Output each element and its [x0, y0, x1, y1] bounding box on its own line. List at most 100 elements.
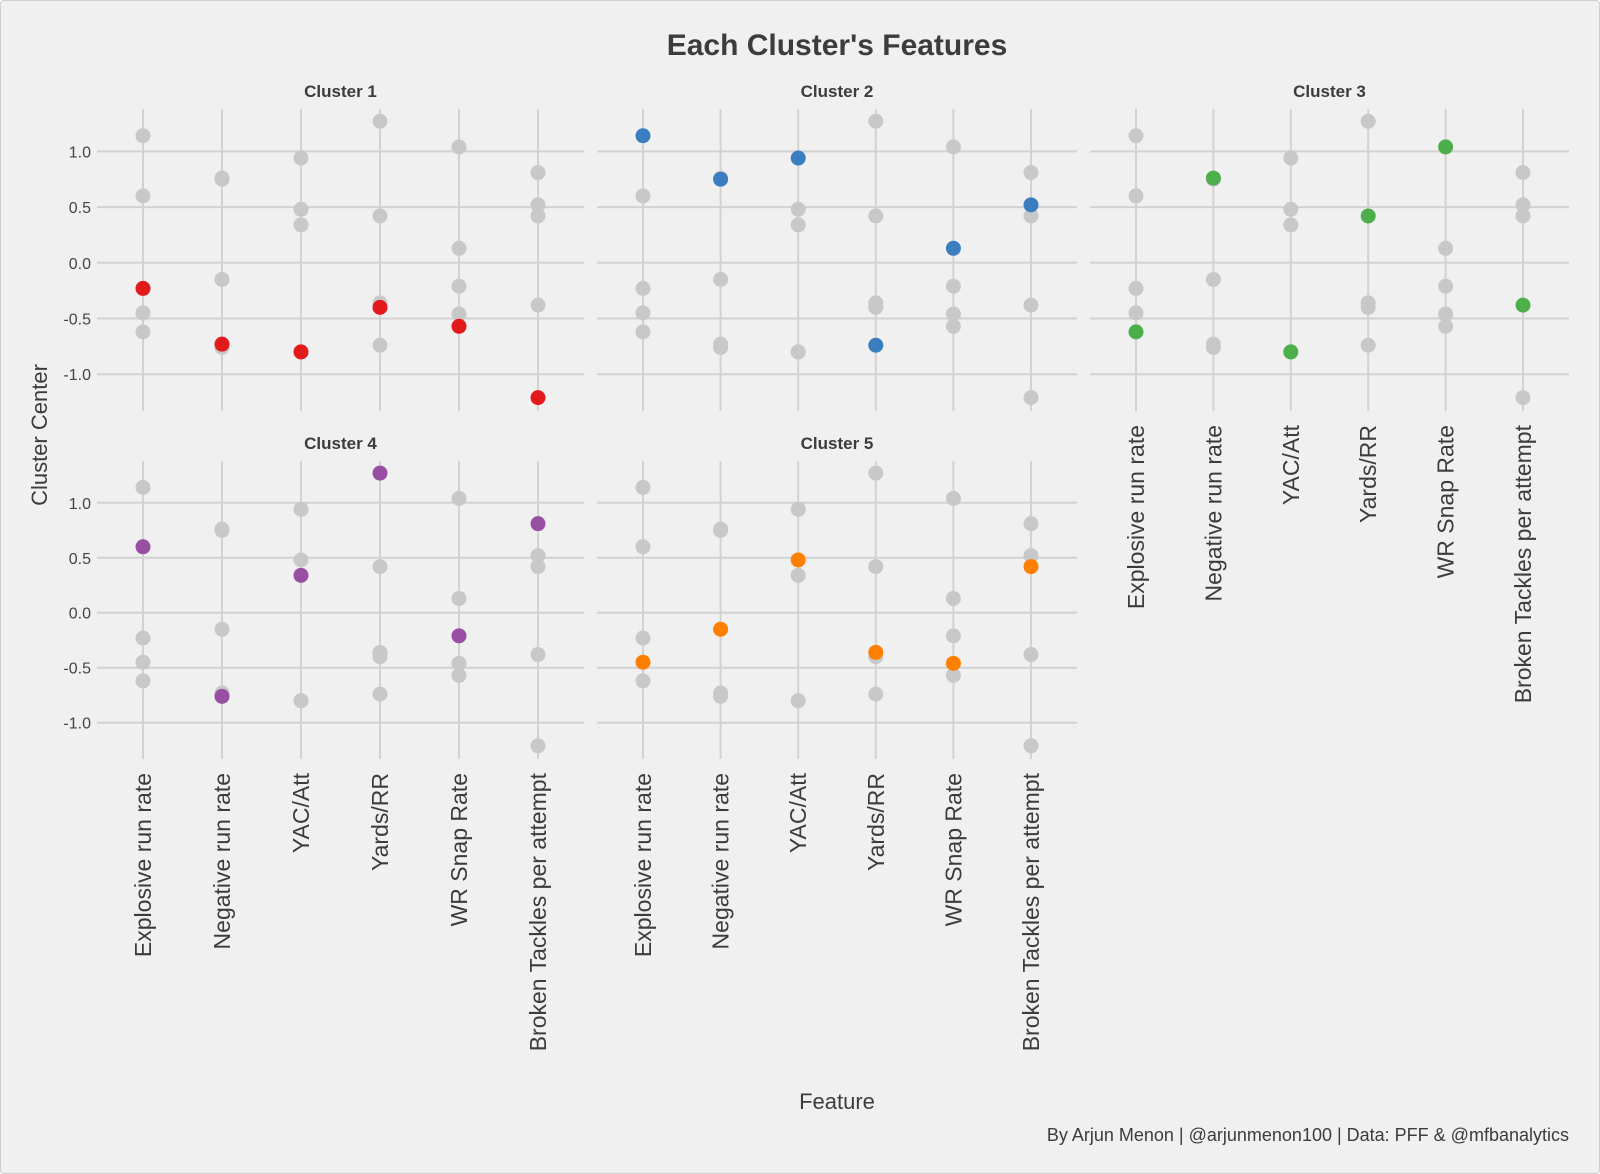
- cluster-point: [945, 240, 961, 256]
- cluster-point: [1023, 559, 1039, 575]
- x-tick-label: WR Snap Rate: [1433, 425, 1459, 578]
- cluster-point: [790, 552, 806, 568]
- background-point: [530, 197, 546, 213]
- background-point: [293, 552, 309, 568]
- background-point: [451, 278, 467, 294]
- cluster-point: [293, 344, 309, 360]
- background-point: [945, 278, 961, 294]
- background-point: [1128, 188, 1144, 204]
- background-point: [293, 501, 309, 517]
- x-tick-label: Negative run rate: [209, 773, 235, 949]
- background-point: [945, 490, 961, 506]
- background-point: [635, 630, 651, 646]
- background-point: [530, 647, 546, 663]
- background-point: [635, 305, 651, 321]
- background-point: [214, 521, 230, 537]
- background-point: [635, 188, 651, 204]
- background-point: [945, 628, 961, 644]
- background-point: [868, 113, 884, 129]
- background-point: [713, 521, 729, 537]
- background-point: [372, 686, 388, 702]
- background-point: [530, 738, 546, 754]
- background-point: [293, 693, 309, 709]
- y-tick-label: 0.5: [69, 551, 91, 568]
- background-point: [135, 324, 151, 340]
- background-point: [1023, 390, 1039, 406]
- cluster-point: [451, 318, 467, 334]
- background-point: [635, 673, 651, 689]
- cluster-point: [635, 654, 651, 670]
- background-point: [1515, 197, 1531, 213]
- x-tick-label: Explosive run rate: [1123, 425, 1149, 609]
- background-point: [372, 559, 388, 575]
- cluster-point: [1205, 170, 1221, 186]
- background-point: [713, 272, 729, 288]
- background-point: [293, 217, 309, 233]
- y-tick-label: -1.0: [63, 367, 91, 384]
- background-point: [1023, 208, 1039, 224]
- background-point: [713, 688, 729, 704]
- x-tick-label: Yards/RR: [863, 773, 889, 871]
- cluster-point: [293, 567, 309, 583]
- background-point: [790, 501, 806, 517]
- y-axis-title: Cluster Center: [27, 364, 52, 506]
- background-point: [635, 280, 651, 296]
- cluster-point: [790, 150, 806, 166]
- background-point: [790, 693, 806, 709]
- background-point: [451, 306, 467, 322]
- background-point: [451, 655, 467, 671]
- background-point: [1438, 278, 1454, 294]
- x-tick-label: Broken Tackles per attempt: [525, 772, 551, 1051]
- background-point: [1515, 165, 1531, 181]
- cluster-point: [135, 539, 151, 555]
- facet-panel: Cluster 4 1.0 0.5 0.0 -0.5 -1.0 Explosive run …: [63, 434, 584, 1051]
- y-tick-label: -1.0: [63, 716, 91, 733]
- background-point: [530, 297, 546, 313]
- background-point: [1438, 306, 1454, 322]
- background-point: [135, 630, 151, 646]
- background-point: [135, 188, 151, 204]
- cluster-point: [451, 628, 467, 644]
- background-point: [868, 208, 884, 224]
- x-tick-label: YAC/Att: [288, 772, 314, 853]
- y-tick-label: 1.0: [69, 144, 91, 161]
- background-point: [1438, 318, 1454, 334]
- cluster-point: [214, 688, 230, 704]
- background-point: [790, 217, 806, 233]
- background-point: [868, 295, 884, 311]
- cluster-point: [1128, 324, 1144, 340]
- background-point: [451, 490, 467, 506]
- background-point: [372, 208, 388, 224]
- background-point: [1283, 150, 1299, 166]
- facet-panel: Cluster 5 Explosive run rate Negative run …: [597, 434, 1077, 1051]
- y-tick-label: -0.5: [63, 312, 91, 329]
- background-point: [135, 305, 151, 321]
- background-point: [713, 339, 729, 355]
- x-axis-title: Feature: [799, 1089, 875, 1114]
- background-point: [1128, 305, 1144, 321]
- x-tick-label: Yards/RR: [367, 773, 393, 871]
- background-point: [135, 673, 151, 689]
- background-point: [135, 654, 151, 670]
- x-tick-label: Explosive run rate: [130, 773, 156, 957]
- background-point: [293, 201, 309, 217]
- background-point: [530, 208, 546, 224]
- y-tick-label: 0.0: [69, 256, 91, 273]
- background-point: [1438, 240, 1454, 256]
- background-point: [372, 644, 388, 660]
- background-point: [945, 139, 961, 155]
- background-point: [451, 590, 467, 606]
- cluster-point: [868, 644, 884, 660]
- cluster-point: [945, 655, 961, 671]
- background-point: [1023, 297, 1039, 313]
- x-tick-label: WR Snap Rate: [940, 773, 966, 926]
- cluster-point: [1360, 208, 1376, 224]
- background-point: [1023, 165, 1039, 181]
- cluster-point: [372, 465, 388, 481]
- cluster-point: [1438, 139, 1454, 155]
- background-point: [214, 170, 230, 186]
- background-point: [868, 465, 884, 481]
- background-point: [635, 479, 651, 495]
